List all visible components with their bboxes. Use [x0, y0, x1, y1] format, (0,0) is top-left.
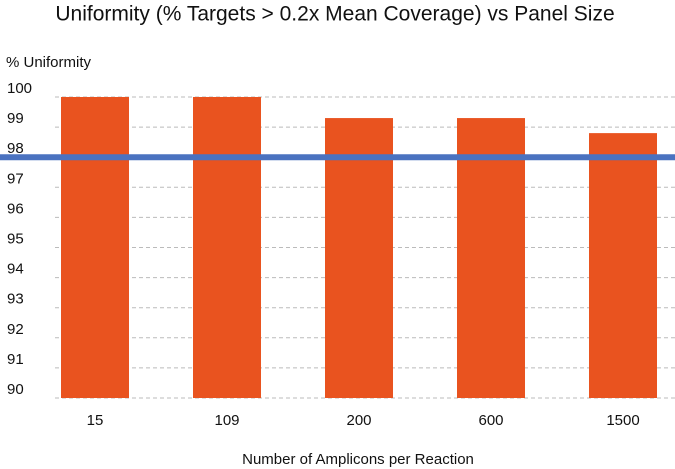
y-tick-label: 93	[7, 291, 24, 308]
x-tick-label: 600	[478, 412, 503, 429]
bar	[589, 133, 657, 398]
y-axis-title: % Uniformity	[6, 54, 92, 71]
chart-title: Uniformity (% Targets > 0.2x Mean Covera…	[55, 3, 614, 26]
y-tick-label: 98	[7, 140, 24, 157]
x-axis-title: Number of Amplicons per Reaction	[242, 451, 474, 468]
y-tick-label: 94	[7, 261, 24, 278]
bar	[61, 97, 129, 398]
y-tick-label: 95	[7, 230, 24, 247]
x-tick-label: 109	[214, 412, 239, 429]
x-tick-label: 200	[346, 412, 371, 429]
y-tick-label: 100	[7, 80, 32, 97]
y-tick-label: 96	[7, 200, 24, 217]
y-tick-label: 99	[7, 110, 24, 127]
x-tick-label: 1500	[606, 412, 639, 429]
y-tick-label: 90	[7, 381, 24, 398]
bar	[193, 97, 261, 398]
bar	[325, 118, 393, 398]
bar	[457, 118, 525, 398]
y-tick-label: 97	[7, 170, 24, 187]
x-tick-label: 15	[87, 412, 104, 429]
y-tick-label: 91	[7, 351, 24, 368]
y-tick-label: 92	[7, 321, 24, 338]
